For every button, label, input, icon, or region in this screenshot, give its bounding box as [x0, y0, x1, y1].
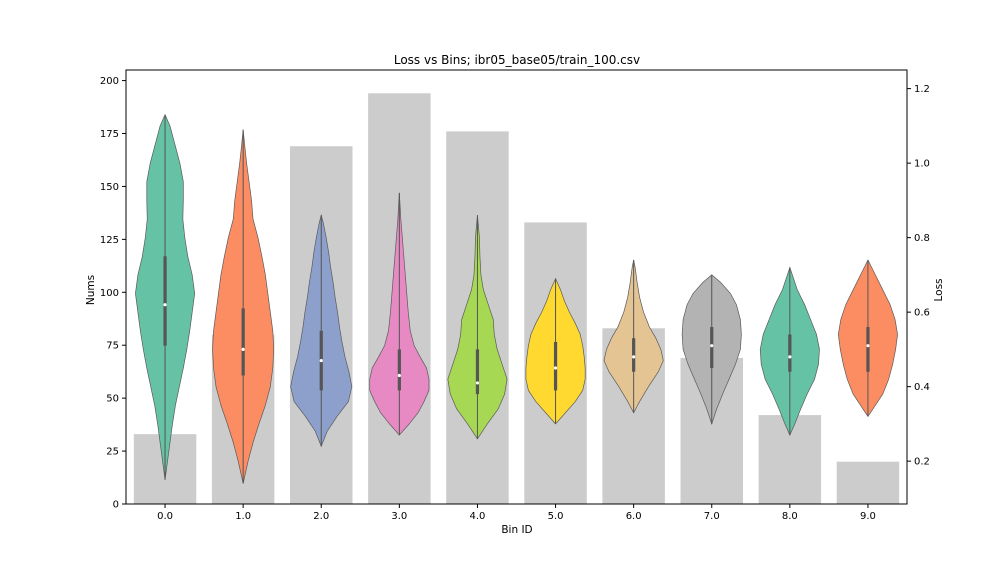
y-left-tick-label: 0	[113, 500, 119, 511]
labels-layer: Loss vs Bins; ibr05_base05/train_100.csv…	[85, 53, 945, 536]
violin-iqr-box	[866, 327, 870, 372]
x-axis-label: Bin ID	[501, 524, 532, 536]
violin-iqr-box	[397, 349, 401, 391]
violin-iqr-box	[475, 349, 480, 395]
y-right-tick-label: 0.6	[914, 308, 930, 319]
x-tick-label: 1.0	[235, 511, 251, 522]
violin-median	[632, 355, 636, 359]
y-left-tick-label: 150	[100, 182, 119, 193]
x-tick-label: 7.0	[704, 511, 720, 522]
axes-layer: 0 25 50 75 100 125 150 175 200 0.2 0.4 0.6 0.8 1.0 1.2…	[100, 69, 930, 522]
violin-median	[241, 347, 245, 351]
violin-median	[475, 381, 480, 385]
x-tick-label: 0.0	[157, 511, 173, 522]
y-axis-right-label: Loss	[933, 278, 945, 301]
bar	[836, 461, 900, 504]
y-left-tick-label: 50	[106, 394, 119, 405]
violin-iqr-box	[241, 308, 245, 376]
violin-median	[319, 358, 323, 363]
chart-title: Loss vs Bins; ibr05_base05/train_100.csv	[394, 53, 640, 67]
y-right-tick-label: 0.2	[914, 457, 930, 468]
y-right-tick-label: 1.0	[914, 159, 930, 170]
violins-layer	[135, 113, 898, 484]
violin-iqr-box	[710, 327, 714, 369]
y-right-tick-label: 0.8	[914, 233, 930, 244]
plot-frame	[125, 69, 908, 505]
y-axis-left-label: Nums	[85, 275, 97, 305]
violin-median	[553, 366, 558, 370]
x-tick-label: 9.0	[860, 511, 876, 522]
y-left-tick-label: 100	[100, 288, 119, 299]
violin-iqr-box	[553, 341, 558, 391]
violin-median	[788, 355, 792, 359]
violin-iqr-box	[788, 334, 792, 372]
y-right-tick-label: 1.2	[914, 84, 930, 95]
x-tick-label: 5.0	[548, 511, 564, 522]
y-left-tick-label: 125	[100, 235, 119, 246]
violin-iqr-box	[632, 338, 636, 372]
x-tick-label: 8.0	[782, 511, 798, 522]
violin-median	[163, 303, 167, 307]
violin-iqr-box	[163, 256, 167, 346]
y-left-tick-label: 200	[100, 76, 119, 87]
x-tick-label: 2.0	[313, 511, 329, 522]
y-right-tick-label: 0.4	[914, 382, 930, 393]
violin-median	[866, 344, 870, 348]
y-left-tick-label: 75	[106, 341, 119, 352]
violin-median	[397, 373, 401, 378]
x-tick-label: 6.0	[626, 511, 642, 522]
y-left-tick-label: 175	[100, 129, 119, 140]
violin-median	[710, 344, 714, 348]
x-tick-label: 4.0	[469, 511, 485, 522]
y-left-tick-label: 25	[106, 447, 119, 458]
x-tick-label: 3.0	[391, 511, 407, 522]
